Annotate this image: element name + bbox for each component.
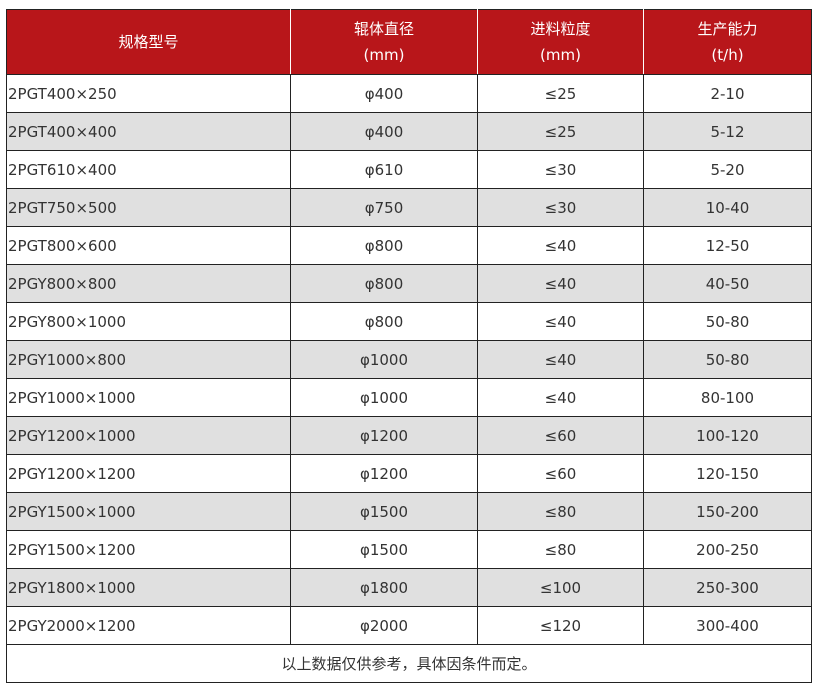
table-row: 2PGY1200×1200 φ1200 ≤60 120-150 bbox=[6, 454, 812, 493]
cell-feed-size: ≤60 bbox=[477, 454, 644, 493]
cell-capacity: 5-12 bbox=[643, 112, 812, 151]
cell-roller-diameter: φ400 bbox=[290, 74, 478, 113]
cell-roller-diameter: φ1000 bbox=[290, 340, 478, 379]
table-row: 2PGT800×600 φ800 ≤40 12-50 bbox=[6, 226, 812, 265]
table-row: 2PGY1500×1200 φ1500 ≤80 200-250 bbox=[6, 530, 812, 569]
table-row: 2PGY800×800 φ800 ≤40 40-50 bbox=[6, 264, 812, 303]
cell-model: 2PGY2000×1200 bbox=[6, 606, 291, 645]
cell-capacity: 100-120 bbox=[643, 416, 812, 455]
cell-model: 2PGY1200×1000 bbox=[6, 416, 291, 455]
cell-feed-size: ≤80 bbox=[477, 492, 644, 531]
cell-roller-diameter: φ400 bbox=[290, 112, 478, 151]
cell-feed-size: ≤40 bbox=[477, 226, 644, 265]
cell-feed-size: ≤40 bbox=[477, 378, 644, 417]
table-row: 2PGT610×400 φ610 ≤30 5-20 bbox=[6, 150, 812, 189]
cell-capacity: 2-10 bbox=[643, 74, 812, 113]
cell-roller-diameter: φ800 bbox=[290, 264, 478, 303]
cell-capacity: 50-80 bbox=[643, 302, 812, 341]
cell-model: 2PGY1500×1000 bbox=[6, 492, 291, 531]
cell-model: 2PGY800×1000 bbox=[6, 302, 291, 341]
footer-note: 以上数据仅供参考，具体因条件而定。 bbox=[6, 644, 812, 683]
cell-roller-diameter: φ1500 bbox=[290, 530, 478, 569]
cell-capacity: 80-100 bbox=[643, 378, 812, 417]
header-unit: (t/h) bbox=[711, 46, 744, 64]
header-label: 辊体直径 bbox=[353, 20, 414, 38]
cell-model: 2PGY1000×800 bbox=[6, 340, 291, 379]
cell-feed-size: ≤60 bbox=[477, 416, 644, 455]
table-row: 2PGY1800×1000 φ1800 ≤100 250-300 bbox=[6, 568, 812, 607]
cell-roller-diameter: φ1200 bbox=[290, 416, 478, 455]
table-row: 2PGT400×250 φ400 ≤25 2-10 bbox=[6, 74, 812, 113]
table-row: 2PGY1500×1000 φ1500 ≤80 150-200 bbox=[6, 492, 812, 531]
cell-capacity: 120-150 bbox=[643, 454, 812, 493]
header-label: 规格型号 bbox=[118, 33, 179, 51]
cell-model: 2PGY1000×1000 bbox=[6, 378, 291, 417]
cell-capacity: 300-400 bbox=[643, 606, 812, 645]
cell-model: 2PGY1200×1200 bbox=[6, 454, 291, 493]
cell-capacity: 12-50 bbox=[643, 226, 812, 265]
cell-capacity: 5-20 bbox=[643, 150, 812, 189]
header-label: 进料粒度 bbox=[530, 20, 591, 38]
cell-capacity: 150-200 bbox=[643, 492, 812, 531]
table-row: 2PGT400×400 φ400 ≤25 5-12 bbox=[6, 112, 812, 151]
table-row: 2PGY1000×800 φ1000 ≤40 50-80 bbox=[6, 340, 812, 379]
header-unit: (mm) bbox=[363, 46, 405, 64]
cell-feed-size: ≤25 bbox=[477, 112, 644, 151]
cell-model: 2PGY1800×1000 bbox=[6, 568, 291, 607]
cell-capacity: 50-80 bbox=[643, 340, 812, 379]
cell-roller-diameter: φ1500 bbox=[290, 492, 478, 531]
cell-roller-diameter: φ610 bbox=[290, 150, 478, 189]
header-label: 生产能力 bbox=[697, 20, 758, 38]
cell-feed-size: ≤80 bbox=[477, 530, 644, 569]
cell-feed-size: ≤40 bbox=[477, 340, 644, 379]
table-row: 2PGT750×500 φ750 ≤30 10-40 bbox=[6, 188, 812, 227]
cell-model: 2PGT750×500 bbox=[6, 188, 291, 227]
header-capacity: 生产能力 (t/h) bbox=[643, 9, 812, 75]
cell-feed-size: ≤30 bbox=[477, 150, 644, 189]
cell-feed-size: ≤40 bbox=[477, 264, 644, 303]
cell-feed-size: ≤100 bbox=[477, 568, 644, 607]
table-row: 2PGY800×1000 φ800 ≤40 50-80 bbox=[6, 302, 812, 341]
cell-model: 2PGY800×800 bbox=[6, 264, 291, 303]
cell-model: 2PGT610×400 bbox=[6, 150, 291, 189]
cell-model: 2PGT400×400 bbox=[6, 112, 291, 151]
cell-capacity: 200-250 bbox=[643, 530, 812, 569]
cell-feed-size: ≤30 bbox=[477, 188, 644, 227]
cell-feed-size: ≤120 bbox=[477, 606, 644, 645]
cell-capacity: 40-50 bbox=[643, 264, 812, 303]
table-row: 2PGY1000×1000 φ1000 ≤40 80-100 bbox=[6, 378, 812, 417]
footer-row: 以上数据仅供参考，具体因条件而定。 bbox=[6, 644, 812, 683]
cell-roller-diameter: φ750 bbox=[290, 188, 478, 227]
cell-feed-size: ≤40 bbox=[477, 302, 644, 341]
header-model: 规格型号 bbox=[6, 9, 291, 75]
cell-roller-diameter: φ2000 bbox=[290, 606, 478, 645]
header-row: 规格型号 辊体直径 (mm) 进料粒度 (mm) 生产能力 (t/h) bbox=[6, 9, 812, 75]
spec-table: 规格型号 辊体直径 (mm) 进料粒度 (mm) 生产能力 (t/h) 2PGT400… bbox=[6, 9, 812, 683]
cell-feed-size: ≤25 bbox=[477, 74, 644, 113]
table-row: 2PGY1200×1000 φ1200 ≤60 100-120 bbox=[6, 416, 812, 455]
cell-roller-diameter: φ1800 bbox=[290, 568, 478, 607]
cell-roller-diameter: φ800 bbox=[290, 302, 478, 341]
cell-model: 2PGT800×600 bbox=[6, 226, 291, 265]
cell-capacity: 10-40 bbox=[643, 188, 812, 227]
cell-roller-diameter: φ1000 bbox=[290, 378, 478, 417]
cell-model: 2PGT400×250 bbox=[6, 74, 291, 113]
cell-roller-diameter: φ1200 bbox=[290, 454, 478, 493]
table-row: 2PGY2000×1200 φ2000 ≤120 300-400 bbox=[6, 606, 812, 645]
header-feed-size: 进料粒度 (mm) bbox=[477, 9, 644, 75]
cell-capacity: 250-300 bbox=[643, 568, 812, 607]
cell-roller-diameter: φ800 bbox=[290, 226, 478, 265]
cell-model: 2PGY1500×1200 bbox=[6, 530, 291, 569]
header-roller-diameter: 辊体直径 (mm) bbox=[290, 9, 478, 75]
header-unit: (mm) bbox=[540, 46, 581, 64]
